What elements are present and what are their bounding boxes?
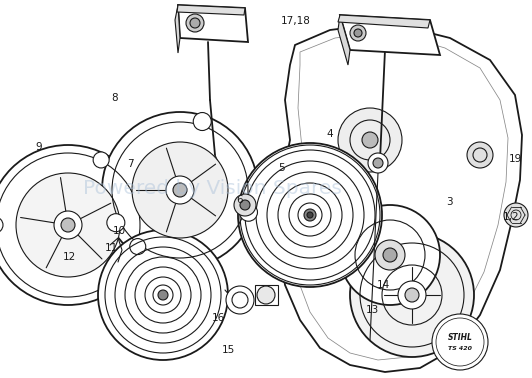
Text: 17,18: 17,18 [280,16,310,26]
Text: 15: 15 [222,345,235,355]
Text: 7: 7 [127,160,134,169]
Text: 5: 5 [279,163,285,173]
Polygon shape [177,5,245,15]
Circle shape [186,14,204,32]
Circle shape [158,290,168,300]
Circle shape [307,212,313,218]
Circle shape [240,200,250,210]
Circle shape [257,286,275,304]
Text: 4: 4 [327,129,333,139]
Polygon shape [255,285,278,305]
Circle shape [350,233,474,357]
Circle shape [54,211,82,239]
Circle shape [368,153,388,173]
Text: 13: 13 [366,305,379,315]
Text: 6: 6 [236,195,243,205]
Circle shape [405,288,419,302]
Circle shape [93,152,109,168]
Text: 3: 3 [446,197,453,207]
Text: TS 420: TS 420 [448,347,472,352]
Circle shape [0,145,148,305]
Circle shape [354,29,362,37]
Text: 10: 10 [113,226,126,235]
Circle shape [375,240,405,270]
Circle shape [350,25,366,41]
Circle shape [190,18,200,28]
Circle shape [130,239,146,254]
Circle shape [239,203,257,221]
Circle shape [16,173,120,277]
Text: STIHL: STIHL [447,333,472,342]
Text: 14: 14 [377,280,389,290]
Circle shape [193,113,211,130]
Circle shape [362,132,378,148]
Text: 8: 8 [111,93,118,103]
Polygon shape [338,15,430,28]
Text: 1,2: 1,2 [502,212,519,222]
Text: 9: 9 [35,143,41,152]
Circle shape [166,176,194,204]
Polygon shape [278,25,522,372]
Circle shape [504,203,528,227]
Circle shape [467,142,493,168]
Circle shape [373,158,383,168]
Text: Powered by Vision Spares: Powered by Vision Spares [84,180,342,198]
Circle shape [226,286,254,314]
Circle shape [234,194,256,216]
Circle shape [432,314,488,370]
Text: 12: 12 [63,252,76,262]
Circle shape [107,214,125,232]
Polygon shape [178,5,248,42]
Circle shape [132,142,228,238]
Circle shape [383,248,397,262]
Text: 16: 16 [212,313,225,322]
Circle shape [338,108,402,172]
Circle shape [340,205,440,305]
Polygon shape [175,5,180,53]
Circle shape [102,112,258,268]
Text: 11: 11 [105,243,118,253]
Circle shape [61,218,75,232]
Circle shape [173,183,187,197]
Circle shape [0,217,3,233]
Text: 19: 19 [509,154,521,164]
Circle shape [398,281,426,309]
Circle shape [238,143,382,287]
Polygon shape [340,15,440,55]
Polygon shape [338,15,350,65]
Circle shape [98,230,228,360]
Circle shape [304,209,316,221]
